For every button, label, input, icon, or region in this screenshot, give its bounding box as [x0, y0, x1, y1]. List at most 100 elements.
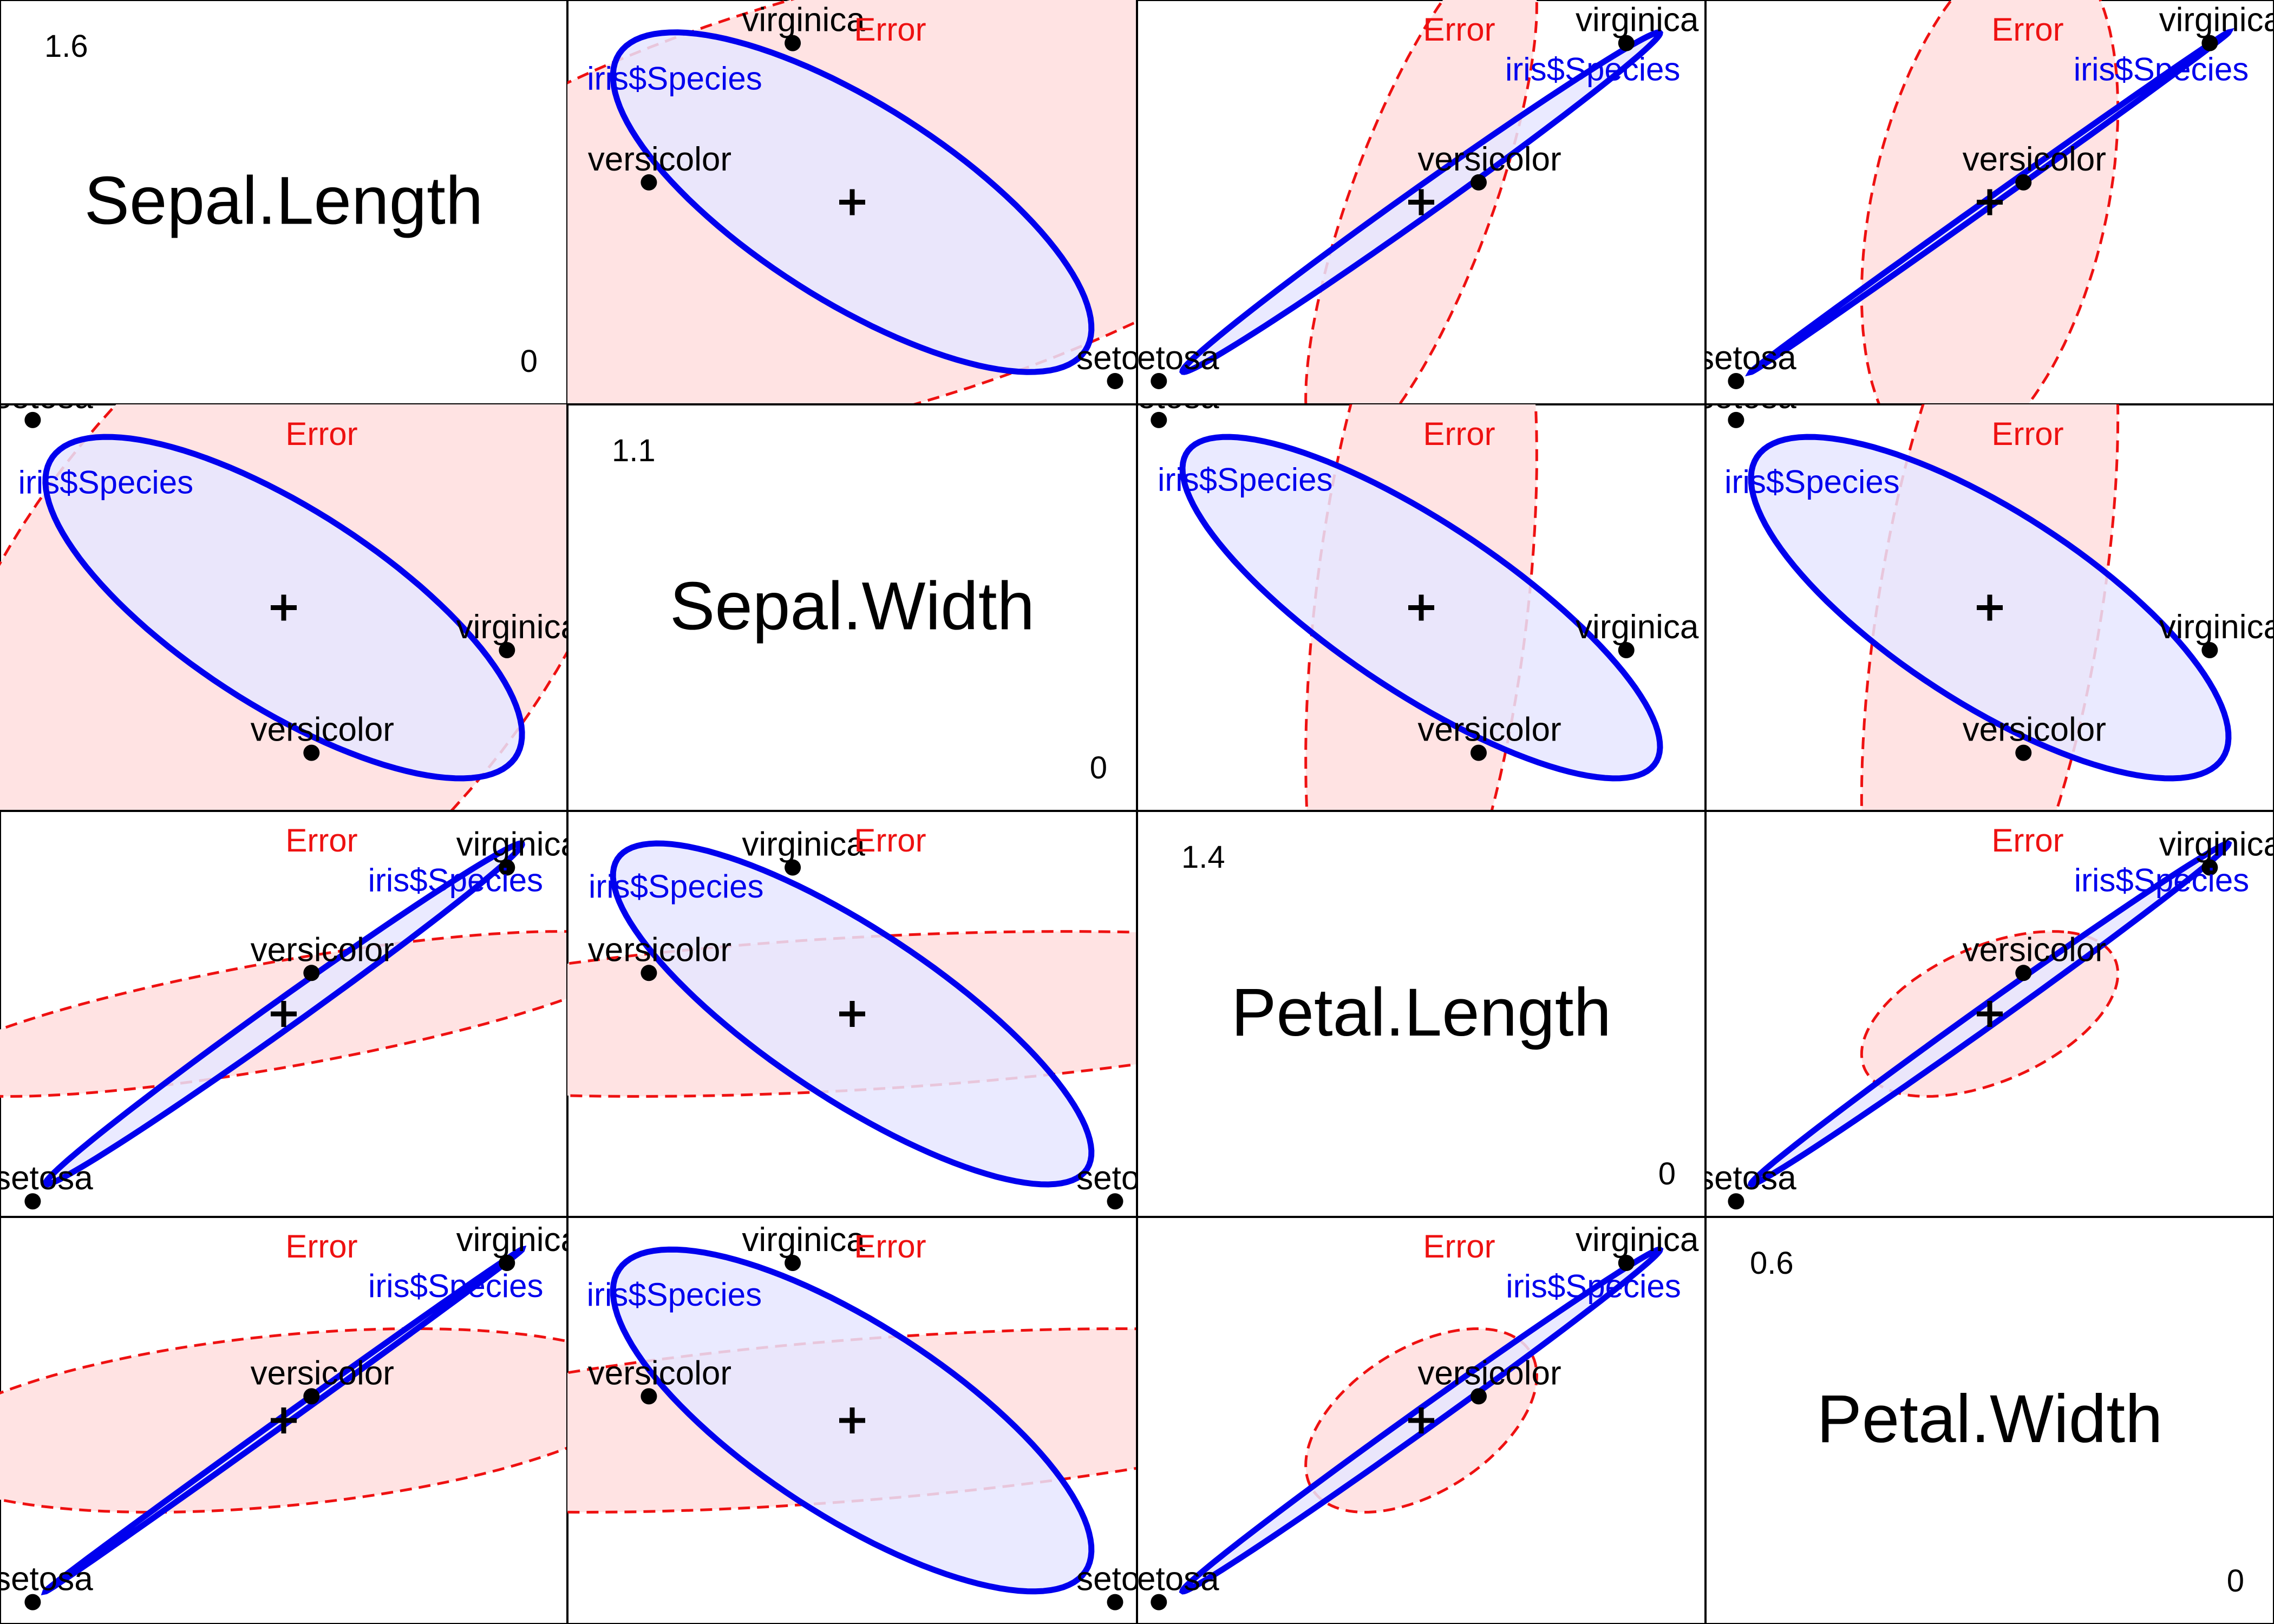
hypothesis-ellipse-label: iris$Species — [1506, 1268, 1681, 1304]
diagonal-max-label: 1.1 — [612, 433, 656, 468]
panel-frame — [1704, 1216, 2274, 1624]
group-mean-point-setosa — [24, 1193, 41, 1210]
group-mean-point-setosa — [1107, 372, 1123, 389]
group-mean-point-virginica — [499, 1254, 515, 1271]
group-label-setosa: setosa — [1697, 339, 1796, 377]
group-label-virginica: virginica — [456, 826, 580, 863]
panel-Petal.Width-vs-Sepal.Length: setosa versicolor virginica iris$Species Err… — [0, 1216, 580, 1624]
group-label-setosa: setosa — [0, 1160, 93, 1197]
group-mean-point-versicolor — [303, 965, 320, 981]
panel-Petal.Width-vs-Petal.Length: setosa versicolor virginica iris$Species Err… — [1120, 1216, 1707, 1624]
hypothesis-ellipse-label: iris$Species — [368, 862, 543, 898]
hypothesis-ellipse-label: iris$Species — [1158, 461, 1332, 497]
panel-plot-area: setosaversicolorvirginicairis$SpeciesErr… — [0, 378, 567, 811]
group-mean-point-setosa — [1728, 411, 1744, 428]
group-mean-point-setosa — [1151, 1594, 1167, 1610]
group-label-setosa: setosa — [1076, 1561, 1175, 1598]
diagonal-max-label: 0.6 — [1750, 1246, 1794, 1281]
panel-plot-area: setosa versicolor virginica iris$Species Err… — [1120, 1221, 1699, 1610]
panel-Sepal.Width-vs-Sepal.Width: Sepal.Width 1.1 0 — [566, 403, 1138, 812]
panel-Sepal.Width-vs-Petal.Length: setosa versicolor virginica iris$Species Err… — [1120, 378, 1707, 812]
error-ellipse-label: Error — [854, 1228, 926, 1265]
group-mean-point-versicolor — [641, 1388, 657, 1405]
group-mean-point-virginica — [1618, 1254, 1635, 1271]
group-label-versicolor: versicolor — [1963, 711, 2106, 749]
panel-frame — [0, 0, 568, 405]
group-mean-point-virginica — [2201, 859, 2218, 876]
group-label-virginica: virginica — [2159, 608, 2274, 646]
group-mean-point-setosa — [1107, 1193, 1123, 1210]
group-mean-point-setosa — [1728, 372, 1744, 389]
group-label-virginica: virginica — [1576, 1221, 1699, 1259]
hypothesis-ellipse-label: iris$Species — [2074, 51, 2249, 87]
panel-plot-area: setosaversicolorvirginicairis$SpeciesErr… — [1697, 0, 2274, 404]
grand-mean-marker — [271, 1407, 297, 1433]
group-mean-point-virginica — [2201, 641, 2218, 658]
diagonal-variable-name: Petal.Length — [1231, 975, 1611, 1050]
group-mean-point-versicolor — [1470, 1388, 1487, 1405]
group-mean-point-setosa — [24, 411, 41, 428]
hypothesis-ellipse-label: iris$Species — [2074, 862, 2249, 898]
group-label-versicolor: versicolor — [1417, 141, 1561, 178]
grand-mean-marker — [1408, 1407, 1434, 1433]
panel-Petal.Width-vs-Petal.Width: Petal.Width 0.6 0 — [1704, 1216, 2274, 1624]
panel-plot-area: setosa versicolor virginica iris$Species Err… — [1697, 378, 2274, 811]
diagonal-max-label: 1.6 — [44, 29, 88, 64]
error-ellipse-label: Error — [1423, 416, 1495, 452]
group-label-virginica: virginica — [456, 1221, 580, 1259]
error-ellipse-label: Error — [854, 11, 926, 48]
group-mean-point-virginica — [785, 859, 801, 876]
panel-Petal.Length-vs-Sepal.Width: setosa versicolor virginica iris$Species Err… — [566, 810, 1175, 1218]
group-mean-point-virginica — [499, 859, 515, 876]
panel-plot-area: setosaversicolorvirginicairis$SpeciesErr… — [1137, 0, 1699, 404]
group-label-setosa: setosa — [0, 378, 93, 416]
group-label-setosa: setosa — [1697, 378, 1796, 416]
diagonal-min-label: 0 — [520, 344, 538, 379]
error-ellipse-label: Error — [285, 822, 357, 859]
group-label-virginica: virginica — [742, 826, 865, 863]
group-mean-point-setosa — [1151, 372, 1167, 389]
grand-mean-marker — [1977, 594, 2003, 621]
grand-mean-marker — [271, 1001, 297, 1027]
group-mean-point-virginica — [785, 1254, 801, 1271]
group-label-virginica: virginica — [2159, 826, 2274, 863]
error-ellipse-label: Error — [1991, 416, 2063, 452]
group-mean-point-virginica — [499, 641, 515, 658]
error-ellipse-label: Error — [1423, 11, 1495, 48]
group-label-setosa: setosa — [1120, 1561, 1219, 1598]
group-mean-point-versicolor — [641, 174, 657, 191]
group-label-virginica: virginica — [1576, 2, 1699, 39]
panel-Sepal.Length-vs-Petal.Length: setosa versicolor virginica iris$Species Err… — [1136, 0, 1707, 405]
group-label-versicolor: versicolor — [251, 931, 394, 968]
panel-plot-area: setosaversicolorvirginicairis$SpeciesErr… — [0, 1221, 580, 1610]
diagonal-min-label: 0 — [1090, 750, 1107, 785]
hypothesis-ellipse-label: iris$Species — [1724, 464, 1899, 500]
panel-plot-area: setosaversicolorvirginicairis$SpeciesErr… — [567, 1221, 1175, 1610]
grand-mean-marker — [839, 189, 865, 215]
group-mean-point-virginica — [2201, 35, 2218, 51]
error-ellipse-label: Error — [285, 1228, 357, 1265]
grand-mean-marker — [1408, 189, 1434, 215]
group-label-versicolor: versicolor — [1963, 931, 2106, 968]
error-ellipse-label: Error — [1991, 822, 2063, 859]
group-label-setosa: setosa — [1120, 378, 1219, 416]
group-mean-point-setosa — [1151, 411, 1167, 428]
group-label-versicolor: versicolor — [1417, 1354, 1561, 1392]
group-mean-point-virginica — [1618, 641, 1635, 658]
group-mean-point-versicolor — [2015, 965, 2032, 981]
group-label-virginica: virginica — [742, 1221, 865, 1259]
group-label-versicolor: versicolor — [588, 1354, 731, 1392]
group-label-setosa: setosa — [1076, 1160, 1175, 1197]
grand-mean-marker — [271, 594, 297, 621]
group-label-versicolor: versicolor — [588, 141, 731, 178]
group-label-setosa: setosa — [1697, 1160, 1796, 1197]
error-ellipse-label: Error — [1991, 11, 2063, 48]
error-ellipse-label: Error — [1423, 1228, 1495, 1265]
panel-frame — [566, 403, 1138, 812]
panel-Sepal.Length-vs-Sepal.Width: setosa versicolor virginica iris$Species Err… — [566, 0, 1138, 405]
group-label-versicolor: versicolor — [251, 711, 394, 749]
group-mean-point-versicolor — [2015, 174, 2032, 191]
panel-plot-area: setosaversicolorvirginicairis$SpeciesErr… — [1120, 378, 1699, 811]
